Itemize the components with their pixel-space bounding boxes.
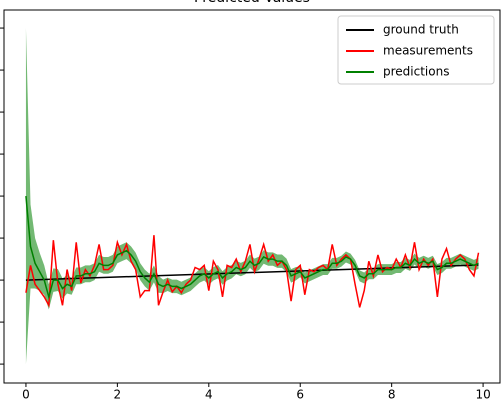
x-tick-label: 10 — [475, 388, 490, 400]
plot-area — [25, 28, 480, 365]
axes-frame — [3, 9, 501, 384]
series-line — [25, 264, 479, 281]
x-tick-label: 6 — [296, 388, 304, 400]
legend-label: predictions — [383, 65, 449, 79]
legend-box — [337, 15, 495, 85]
x-tick-label: 4 — [205, 388, 213, 400]
legend-label: ground truth — [383, 23, 459, 37]
x-tick-label: 2 — [114, 388, 122, 400]
series-line — [25, 235, 480, 308]
legend-label: measurements — [383, 44, 473, 58]
x-tick-label: 8 — [388, 388, 396, 400]
x-tick-label: 0 — [22, 388, 30, 400]
series-line — [25, 196, 479, 300]
chart-title: Predicted Values — [194, 0, 310, 6]
